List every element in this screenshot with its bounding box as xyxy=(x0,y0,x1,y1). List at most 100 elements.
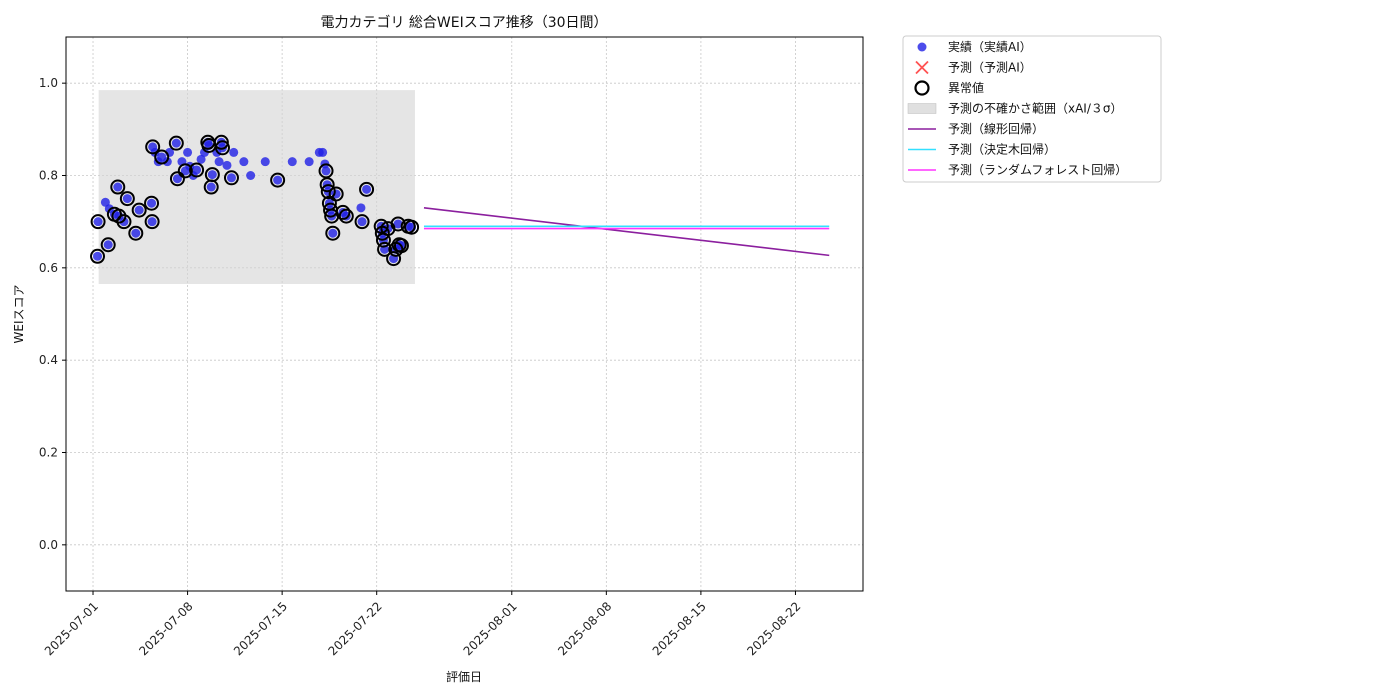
actual-point xyxy=(199,147,209,157)
actual-point xyxy=(147,198,157,208)
anomaly-marker xyxy=(177,163,193,179)
x-tick-label: 2025-08-22 xyxy=(744,599,803,658)
actual-point xyxy=(103,240,113,250)
actual-point xyxy=(119,217,129,227)
x-tick-label: 2025-08-01 xyxy=(461,599,520,658)
x-tick-label: 2025-07-15 xyxy=(231,599,290,658)
actual-point xyxy=(113,182,123,192)
anomaly-marker xyxy=(359,181,375,197)
actual-point xyxy=(207,170,217,180)
actual-point xyxy=(192,165,202,175)
legend-label-linear: 予測（線形回帰） xyxy=(948,121,1044,136)
actual-point xyxy=(131,228,141,238)
anomaly-marker xyxy=(189,162,205,178)
anomaly-marker xyxy=(373,218,389,234)
actual-point xyxy=(134,205,144,215)
y-tick-label: 1.0 xyxy=(39,76,58,90)
legend-label-predicted: 予測（予測AI） xyxy=(948,61,1032,75)
anomaly-marker xyxy=(154,149,170,165)
actual-point xyxy=(273,175,283,185)
x-tick-label: 2025-07-08 xyxy=(136,599,195,658)
anomaly-marker xyxy=(338,208,354,224)
anomaly-marker xyxy=(404,219,420,235)
actual-point xyxy=(183,147,193,157)
anomaly-marker xyxy=(168,135,184,151)
anomaly-marker xyxy=(377,241,393,257)
actual-point xyxy=(206,182,216,192)
legend-frame xyxy=(902,35,1162,183)
legend-swatch-predicted xyxy=(915,60,929,75)
anomaly-marker xyxy=(145,139,161,155)
actual-point xyxy=(93,217,103,227)
actual-point xyxy=(362,184,372,194)
actual-point xyxy=(304,157,314,167)
y-axis: 0.0 0.2 0.4 0.6 0.8 1.0 xyxy=(39,76,66,552)
actual-point xyxy=(287,157,297,167)
actual-point xyxy=(171,138,181,148)
anomaly-marker xyxy=(223,170,239,186)
chart-title: 電力カテゴリ 総合WEIスコア推移（30日間） xyxy=(320,14,607,31)
anomaly-marker xyxy=(319,177,335,193)
actual-point xyxy=(172,174,182,184)
x-axis-label: 評価日 xyxy=(446,669,482,684)
anomaly-marker xyxy=(354,214,370,230)
actual-point xyxy=(239,157,249,167)
anomaly-marker xyxy=(169,171,185,187)
anomaly-marker xyxy=(90,248,106,264)
anomaly-marker xyxy=(390,216,406,232)
anomaly-marker xyxy=(335,204,351,220)
y-tick-label: 0.8 xyxy=(39,169,58,183)
actual-point xyxy=(122,194,132,204)
anomaly-marker xyxy=(100,237,116,253)
legend-swatch-anomaly xyxy=(914,80,930,96)
uncertainty-band xyxy=(98,90,415,284)
anomaly-marker xyxy=(328,186,344,202)
anomaly-marker xyxy=(214,140,230,156)
anomaly-marker xyxy=(204,167,220,183)
forecast-line-linear xyxy=(423,207,830,257)
anomaly-marker xyxy=(320,184,336,200)
plot-frame xyxy=(65,36,864,592)
actual-point xyxy=(246,171,256,180)
y-tick-label: 0.0 xyxy=(39,538,58,552)
y-tick-label: 0.2 xyxy=(39,446,58,460)
anomaly-marker xyxy=(393,238,409,254)
anomaly-marker xyxy=(325,225,341,241)
actual-point xyxy=(222,160,232,170)
actual-point xyxy=(93,251,103,261)
x-tick-label: 2025-08-15 xyxy=(650,599,709,658)
actual-point xyxy=(357,217,367,227)
anomaly-marker xyxy=(213,134,229,150)
plot-area xyxy=(65,36,864,592)
x-axis: 2025-07-01 2025-07-08 2025-07-15 2025-07-22… xyxy=(42,591,804,658)
anomaly-markers-layer xyxy=(90,134,420,267)
anomaly-marker xyxy=(110,179,126,195)
anomaly-marker xyxy=(116,214,132,230)
actual-point xyxy=(214,157,224,167)
actual-point xyxy=(147,217,157,227)
actual-point xyxy=(260,157,270,167)
actual-point xyxy=(356,203,366,213)
actual-point xyxy=(226,173,236,183)
legend-label-forest: 予測（ランダムフォレスト回帰） xyxy=(948,162,1127,177)
actual-point xyxy=(100,197,110,207)
legend-label-band: 予測の不確かさ範囲（xAI/３σ） xyxy=(948,101,1123,116)
actual-point xyxy=(318,147,328,157)
actual-point xyxy=(321,166,331,176)
legend-label-actual: 実績（実績AI） xyxy=(948,39,1032,54)
anomaly-marker xyxy=(144,214,160,230)
actual-point xyxy=(229,147,239,157)
y-axis-label: WEIスコア xyxy=(12,285,26,344)
legend-label-tree: 予測（決定木回帰） xyxy=(948,142,1056,157)
uncertainty-band-layer xyxy=(98,90,415,284)
legend-swatch-actual xyxy=(917,42,927,52)
actual-point xyxy=(328,228,338,238)
forecast-lines-layer xyxy=(423,207,830,257)
y-tick-label: 0.4 xyxy=(39,353,58,367)
anomaly-marker xyxy=(131,202,147,218)
y-tick-label: 0.6 xyxy=(39,261,58,275)
anomaly-marker xyxy=(270,172,286,188)
anomaly-marker xyxy=(144,195,160,211)
